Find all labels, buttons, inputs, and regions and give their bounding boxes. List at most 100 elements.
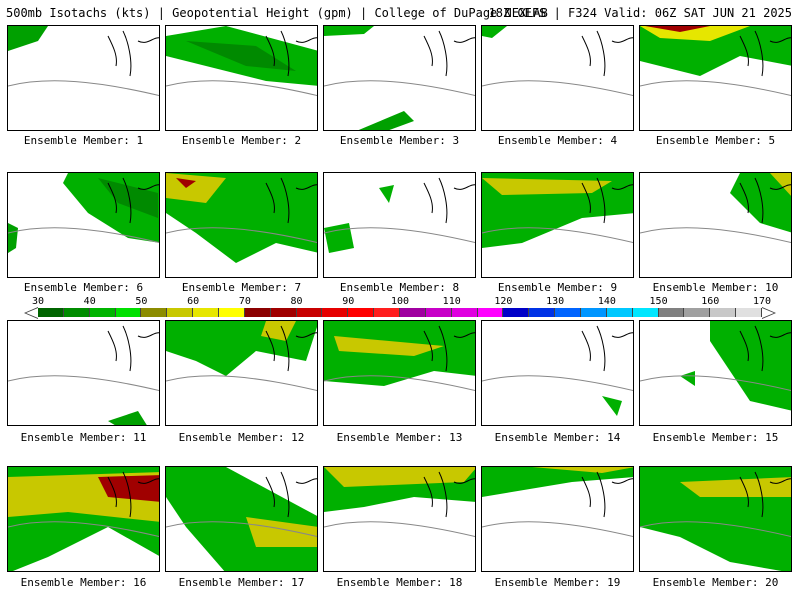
ensemble-label: Ensemble Member: 12 bbox=[178, 431, 305, 444]
colorbar-segment bbox=[529, 308, 556, 317]
ensemble-label: Ensemble Member: 2 bbox=[181, 134, 302, 147]
colorbar-tick-label: 60 bbox=[187, 296, 200, 307]
colorbar-arrow-right-fill bbox=[762, 308, 774, 318]
ensemble-map bbox=[166, 467, 317, 571]
colorbar-tick-label: 150 bbox=[649, 296, 668, 307]
colorbar-tick-label: 170 bbox=[752, 296, 772, 307]
colorbar-tick-label: 50 bbox=[135, 296, 148, 307]
colorbar-segment bbox=[374, 308, 401, 317]
colorbar-segment bbox=[710, 308, 737, 317]
ensemble-panel bbox=[7, 466, 160, 572]
colorbar-segment bbox=[270, 308, 297, 317]
ensemble-label: Ensemble Member: 10 bbox=[652, 281, 779, 294]
colorbar-segment bbox=[684, 308, 711, 317]
ensemble-panel bbox=[165, 172, 318, 278]
ensemble-map bbox=[324, 177, 475, 253]
ensemble-map bbox=[166, 321, 317, 392]
ensemble-label: Ensemble Member: 20 bbox=[652, 576, 779, 589]
colorbar-segment bbox=[606, 308, 633, 317]
ensemble-map bbox=[8, 467, 159, 571]
ensemble-panel bbox=[639, 25, 792, 131]
ensemble-map bbox=[482, 173, 633, 248]
ensemble-map bbox=[324, 467, 475, 538]
colorbar-tick-label: 160 bbox=[701, 296, 720, 307]
ensemble-label: Ensemble Member: 18 bbox=[336, 576, 463, 589]
colorbar-tick-label: 70 bbox=[238, 296, 251, 307]
colorbar-segment bbox=[348, 308, 375, 317]
colorbar: 30 40 50 60 70 80 90 100 110 120 130 140 150 160 170 bbox=[0, 296, 800, 322]
ensemble-panel bbox=[481, 172, 634, 278]
colorbar-tick-label: 100 bbox=[390, 296, 410, 307]
ensemble-label: Ensemble Member: 3 bbox=[339, 134, 460, 147]
ensemble-map bbox=[8, 26, 159, 97]
colorbar-segment bbox=[632, 308, 659, 317]
ensemble-map bbox=[640, 321, 791, 411]
colorbar-segment bbox=[296, 308, 323, 317]
ensemble-label: Ensemble Member: 6 bbox=[23, 281, 144, 294]
colorbar-tick-label: 30 bbox=[31, 296, 45, 307]
ensemble-panel bbox=[165, 466, 318, 572]
colorbar-segment bbox=[503, 308, 530, 317]
ensemble-label: Ensemble Member: 7 bbox=[181, 281, 302, 294]
ensemble-panel bbox=[481, 466, 634, 572]
ensemble-panel bbox=[639, 172, 792, 278]
ensemble-label: Ensemble Member: 11 bbox=[20, 431, 147, 444]
ensemble-map bbox=[166, 26, 317, 97]
ensemble-panel bbox=[481, 320, 634, 426]
colorbar-strip bbox=[38, 308, 763, 317]
colorbar-segment bbox=[581, 308, 607, 317]
ensemble-map bbox=[482, 325, 633, 416]
ensemble-panel bbox=[323, 172, 476, 278]
ensemble-panel bbox=[481, 25, 634, 131]
colorbar-tick-label: 130 bbox=[546, 296, 565, 307]
header-valid-time: 18Z GEFS | F324 Valid: 06Z SAT JUN 21 20… bbox=[488, 6, 792, 20]
colorbar-tick-label: 110 bbox=[442, 296, 461, 307]
ensemble-panel bbox=[323, 466, 476, 572]
ensemble-map bbox=[482, 26, 633, 97]
colorbar-arrow-left-fill bbox=[26, 308, 38, 318]
ensemble-panel bbox=[323, 320, 476, 426]
ensemble-panel bbox=[7, 25, 160, 131]
colorbar-tick-label: 90 bbox=[342, 296, 355, 307]
ensemble-label: Ensemble Member: 17 bbox=[178, 576, 305, 589]
colorbar-segment bbox=[400, 308, 426, 317]
colorbar-segment bbox=[555, 308, 582, 317]
colorbar-segment bbox=[736, 308, 763, 317]
ensemble-label: Ensemble Member: 15 bbox=[652, 431, 779, 444]
ensemble-label: Ensemble Member: 5 bbox=[655, 134, 776, 147]
colorbar-segment bbox=[244, 308, 271, 317]
ensemble-map bbox=[166, 173, 317, 263]
colorbar-segment bbox=[38, 308, 64, 317]
ensemble-panel bbox=[165, 320, 318, 426]
ensemble-map bbox=[482, 467, 633, 538]
colorbar-segment bbox=[167, 308, 194, 317]
ensemble-panel bbox=[323, 25, 476, 131]
ensemble-label: Ensemble Member: 14 bbox=[494, 431, 621, 444]
ensemble-map bbox=[640, 26, 791, 97]
ensemble-label: Ensemble Member: 8 bbox=[339, 281, 460, 294]
colorbar-tick-label: 80 bbox=[290, 296, 303, 307]
ensemble-map bbox=[640, 173, 791, 244]
colorbar-segment bbox=[658, 308, 685, 317]
colorbar-segment bbox=[425, 308, 452, 317]
colorbar-segment bbox=[219, 308, 245, 317]
map-header: 500mb Isotachs (kts) | Geopotential Heig… bbox=[6, 4, 796, 22]
ensemble-panel bbox=[639, 320, 792, 426]
ensemble-panel bbox=[639, 466, 792, 572]
colorbar-segment bbox=[451, 308, 478, 317]
ensemble-map bbox=[324, 26, 475, 130]
ensemble-panel bbox=[7, 320, 160, 426]
header-title: 500mb Isotachs (kts) | Geopotential Heig… bbox=[6, 6, 548, 20]
colorbar-segment bbox=[63, 308, 90, 317]
ensemble-label: Ensemble Member: 4 bbox=[497, 134, 618, 147]
ensemble-map bbox=[8, 173, 159, 253]
colorbar-segment bbox=[89, 308, 116, 317]
ensemble-label: Ensemble Member: 16 bbox=[20, 576, 147, 589]
ensemble-label: Ensemble Member: 9 bbox=[497, 281, 618, 294]
colorbar-segment bbox=[141, 308, 168, 317]
colorbar-tick-label: 120 bbox=[494, 296, 513, 307]
colorbar-segment bbox=[477, 308, 504, 317]
ensemble-map bbox=[640, 467, 791, 571]
ensemble-label: Ensemble Member: 19 bbox=[494, 576, 621, 589]
ensemble-panel bbox=[7, 172, 160, 278]
